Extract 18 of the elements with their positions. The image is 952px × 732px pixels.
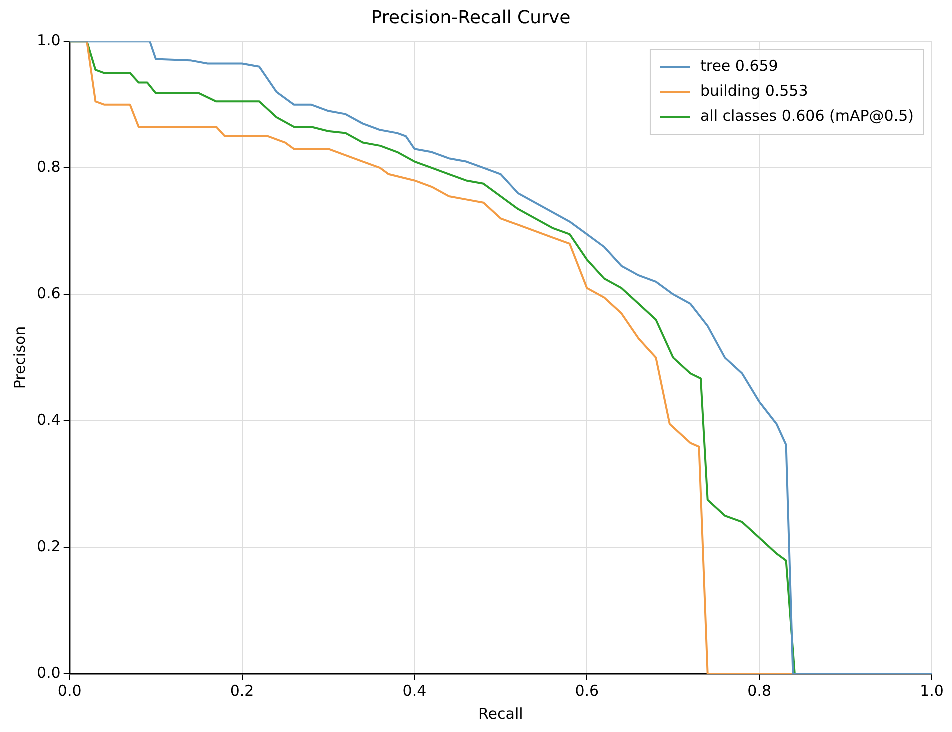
y-axis-title: Precison	[10, 326, 29, 390]
x-axis-title: Recall	[478, 704, 524, 723]
y-tick-label: 0.2	[36, 537, 61, 556]
y-tick-label: 0.0	[36, 664, 61, 682]
x-tick-label: 0.2	[230, 682, 254, 700]
y-tick-label: 0.4	[36, 410, 61, 429]
legend-label: tree 0.659	[700, 56, 778, 75]
x-tick-label: 0.4	[402, 682, 427, 700]
y-tick-label: 1.0	[36, 31, 61, 50]
x-tick-label: 0.8	[748, 682, 772, 700]
x-tick-label: 0.0	[58, 682, 82, 700]
x-tick-label: 0.6	[575, 682, 600, 700]
legend-label: all classes 0.606 (mAP@0.5)	[700, 106, 914, 125]
chart-title: Precision-Recall Curve	[371, 7, 571, 28]
y-tick-label: 0.8	[36, 158, 61, 176]
x-tick-label: 1.0	[920, 682, 944, 700]
legend-label: building 0.553	[700, 82, 808, 100]
y-tick-label: 0.6	[36, 284, 61, 302]
